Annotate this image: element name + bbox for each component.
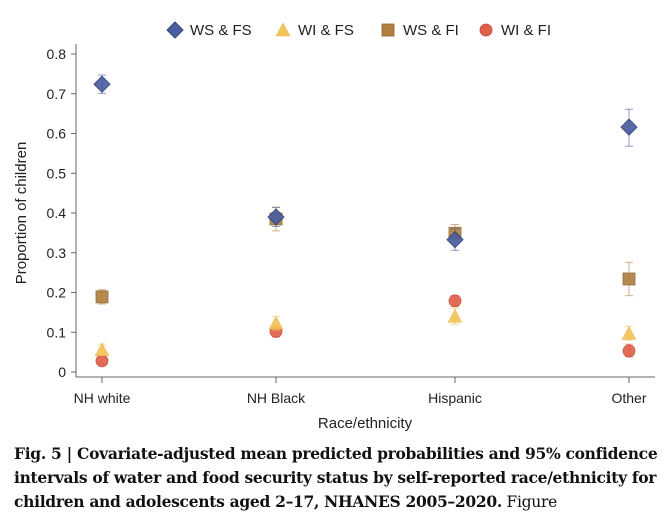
x-tick-label: Hispanic (428, 390, 482, 406)
data-point-square (95, 290, 109, 304)
legend-label: WI & FS (298, 22, 354, 39)
y-tick-label: 0.7 (47, 86, 67, 102)
data-point-triangle (447, 308, 463, 323)
data-point-square (622, 272, 636, 286)
data-point-diamond (93, 75, 111, 93)
legend-label: WS & FS (190, 22, 252, 39)
figure-caption: Fig. 5 | Covariate-adjusted mean predict… (14, 442, 659, 514)
x-axis-label: Race/ethnicity (318, 415, 413, 432)
x-tick-label: Other (611, 390, 646, 406)
legend-marker-circle (479, 23, 493, 37)
y-tick-label: 0.4 (47, 205, 67, 221)
data-point-diamond (267, 208, 285, 226)
x-tick-label: NH Black (247, 390, 306, 406)
data-point-triangle (94, 342, 110, 356)
legend-label: WI & FI (501, 22, 551, 39)
data-point-diamond (620, 118, 638, 136)
legend-marker-diamond (166, 21, 184, 39)
data-point-circle (622, 344, 636, 358)
y-tick-label: 0.2 (47, 285, 67, 301)
caption-normal: Figure (501, 493, 558, 511)
legend-marker-square (381, 23, 395, 37)
legend-label: WS & FI (403, 22, 459, 39)
caption-bold: Fig. 5 | Covariate-adjusted mean predict… (14, 444, 658, 511)
y-tick-label: 0 (58, 364, 66, 380)
y-tick-label: 0.5 (47, 165, 67, 181)
data-point-circle (448, 294, 462, 308)
y-tick-label: 0.8 (47, 46, 67, 62)
legend-marker-triangle (275, 22, 291, 37)
y-tick-label: 0.1 (47, 324, 67, 340)
y-axis-label: Proportion of children (13, 142, 30, 285)
data-point-circle (95, 354, 109, 368)
data-point-triangle (621, 325, 637, 340)
data-point-triangle (268, 315, 284, 330)
data-point-diamond (446, 230, 464, 249)
y-tick-label: 0.3 (47, 245, 67, 261)
x-tick-label: NH white (74, 390, 131, 406)
chart: 0 0.1 0.2 0.3 0.4 0.5 0.6 0.7 0.8 NH white NH Blac… (13, 21, 655, 432)
y-tick-label: 0.6 (47, 126, 67, 142)
